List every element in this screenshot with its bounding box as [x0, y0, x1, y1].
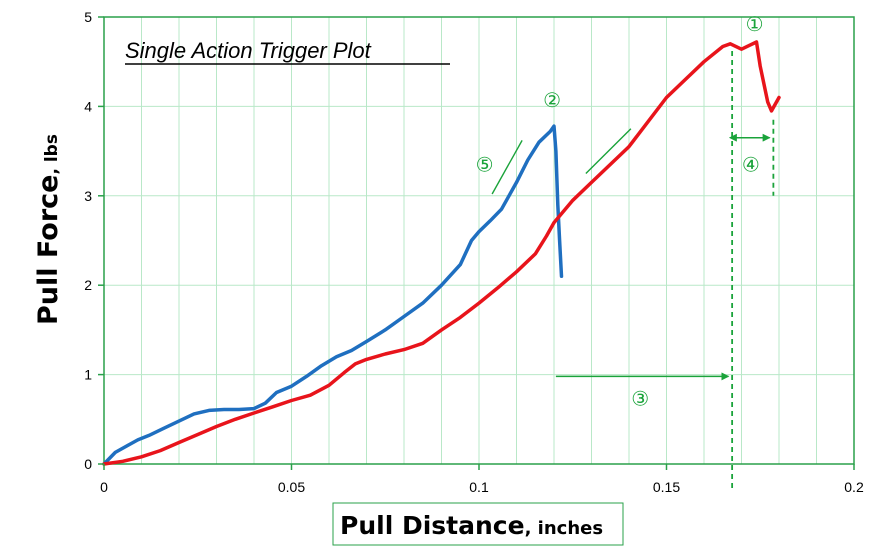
chart-title: Single Action Trigger Plot	[125, 38, 372, 63]
y-tick-label: 1	[84, 367, 92, 383]
x-axis-label-main: Pull Distance	[340, 511, 525, 540]
y-tick-label: 0	[84, 456, 92, 472]
guide-slope-red	[585, 128, 632, 174]
series-line-2	[102, 40, 781, 466]
y-tick-label: 5	[84, 9, 92, 25]
y-axis-label-main: Pull Force	[33, 175, 64, 325]
y-tick-label: 2	[84, 277, 92, 293]
annotation-markers: ① ② ③ ④ ⑤	[476, 12, 764, 411]
y-tick-label: 4	[84, 98, 92, 114]
y-tick-labels: 0 1 2 3 4 5	[84, 9, 104, 472]
x-tick-label: 0	[100, 479, 108, 495]
x-tick-labels: 0 0.05 0.1 0.15 0.2	[100, 464, 864, 495]
x-axis-label-unit: , inches	[525, 518, 604, 539]
series-line-1	[102, 124, 564, 466]
x-tick-label: 0.15	[653, 479, 680, 495]
series-layer	[102, 40, 781, 466]
x-tick-label: 0.1	[469, 479, 489, 495]
annotation-marker-4: ④	[742, 153, 760, 177]
annotation-marker-2: ②	[543, 88, 561, 112]
x-axis-label-box	[332, 502, 624, 546]
annotation-marker-3: ③	[631, 387, 649, 411]
guide-slope-blue	[491, 140, 523, 195]
annotation-marker-1: ①	[746, 12, 764, 36]
annotation-guides	[491, 50, 775, 491]
y-axis-label: Pull Force, lbs	[33, 134, 64, 325]
x-axis-label: Pull Distance, inches	[340, 511, 603, 540]
grid	[104, 17, 854, 464]
x-tick-label: 0.05	[278, 479, 305, 495]
y-axis-label-unit: , lbs	[42, 134, 62, 175]
annotation-marker-5: ⑤	[476, 153, 494, 177]
x-tick-label: 0.2	[844, 479, 864, 495]
y-tick-label: 3	[84, 188, 92, 204]
